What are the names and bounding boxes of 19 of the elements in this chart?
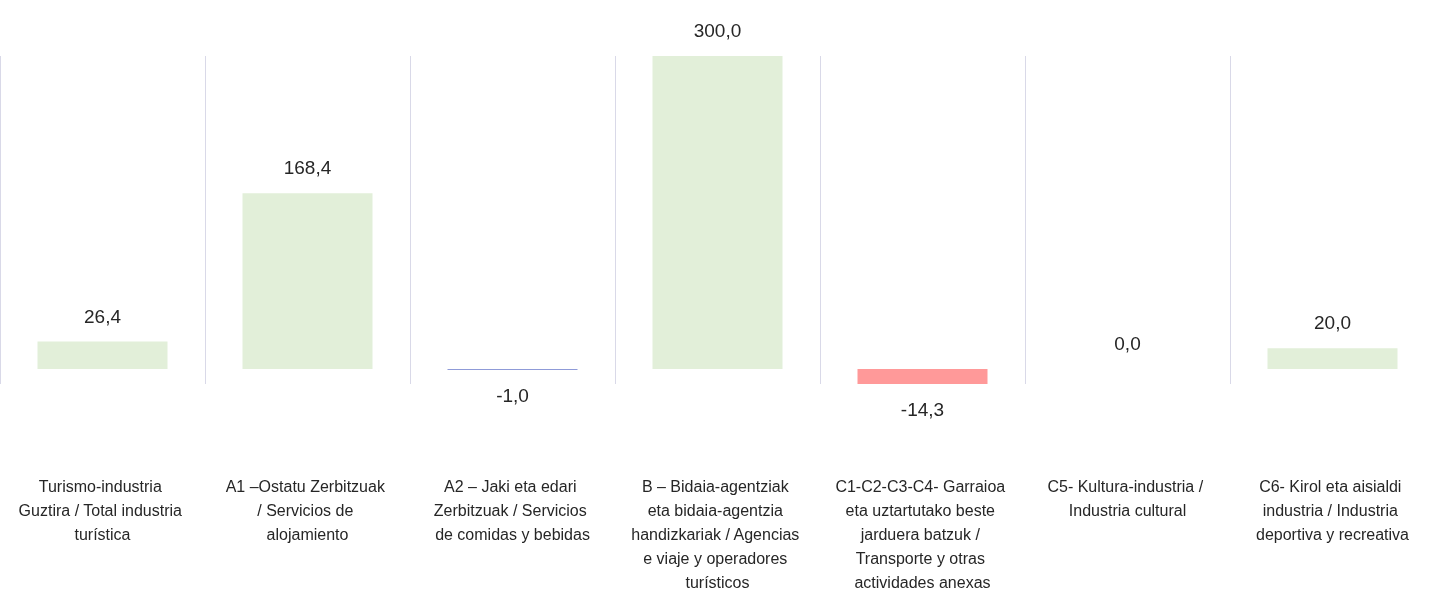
data-label: -14,3: [900, 399, 945, 420]
data-label: 168,4: [283, 157, 332, 179]
bar: [37, 341, 168, 370]
x-tick-label: C1-C2-C3-C4- Garraioa eta uztartutako beste jarduera batzuk / Transporte y otras actividades anexas: [835, 477, 1010, 591]
bar: [242, 193, 373, 370]
data-label: -1,0: [496, 385, 529, 407]
data-label: 20,0: [1314, 312, 1351, 334]
x-tick-label: C6- Kirol eta aisialdi industria / Industria deportiva y recreativa: [1256, 477, 1410, 543]
bar: [1267, 348, 1398, 370]
data-label: 0,0: [1114, 333, 1141, 355]
data-label: 300,0: [693, 20, 742, 41]
x-tick-label: C5- Kultura-industria / Industria cultural: [1047, 477, 1208, 519]
x-tick-label: A1 –Ostatu Zerbitzuak / Servicios de alojamiento: [225, 477, 390, 543]
data-label: 26,4: [84, 305, 122, 327]
x-tick-label: A2 – Jaki eta edari Zerbitzuak / Servicios de comidas y bebidas: [433, 477, 592, 543]
x-tick-label: Turismo-industria Guztira / Total industria turística: [18, 477, 187, 543]
bar: [857, 369, 988, 384]
bar: [652, 56, 783, 370]
x-tick-label: B – Bidaia-agentziak eta bidaia-agentzia handizkariak / Agencias e viaje y operadores turísticos: [631, 477, 804, 591]
